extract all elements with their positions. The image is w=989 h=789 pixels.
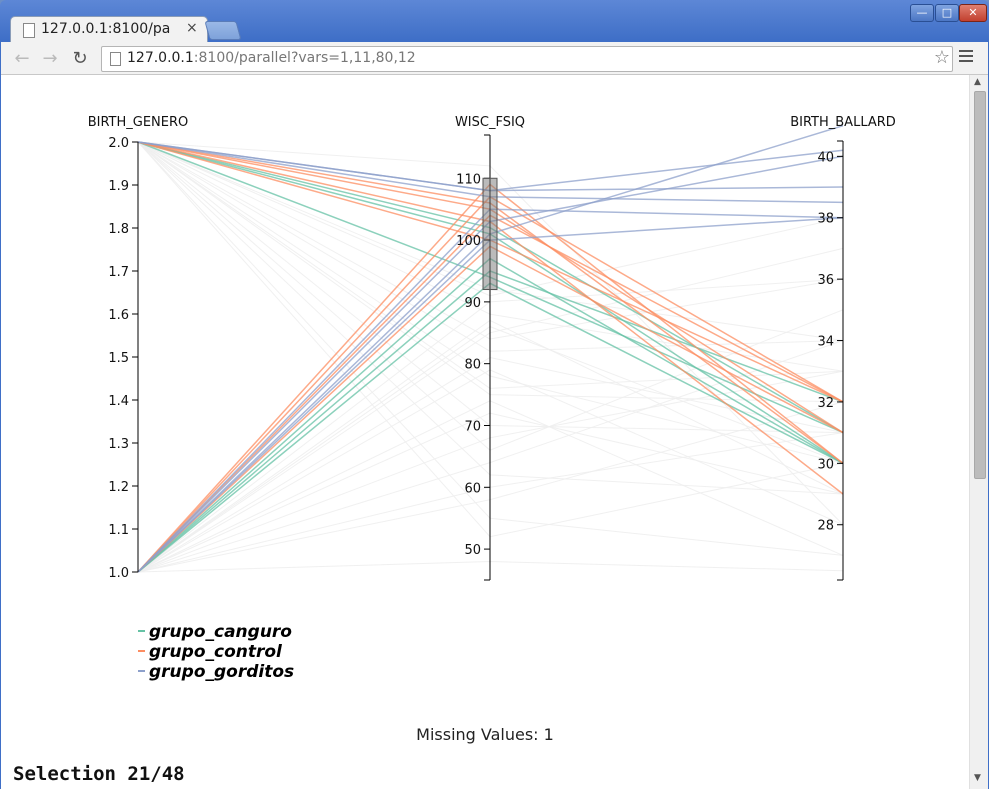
tick-label: 1.0 (108, 566, 129, 581)
tick-label: 80 (464, 358, 481, 373)
tick-label: 30 (817, 457, 834, 472)
browser-tab[interactable]: 127.0.0.1:8100/pa × (10, 16, 208, 43)
axis-birth-genero[interactable]: BIRTH_GENERO 2.0 1.9 1.8 1.7 1.6 1.5 1.4 1.3 1.2 1… (88, 115, 189, 581)
tick-label: 28 (817, 519, 834, 534)
back-arrow-icon[interactable]: ← (14, 48, 30, 69)
address-bar[interactable]: 127.0.0.1:8100/parallel?vars=1,11,80,12 … (101, 46, 953, 72)
legend-item: grupo_gorditos (138, 662, 294, 682)
parallel-coordinates-chart: BIRTH_GENERO 2.0 1.9 1.8 1.7 1.6 1.5 1.4 1.3 1.2 1… (88, 115, 896, 682)
tick-label: 40 (817, 150, 834, 165)
tick-label: 1.6 (108, 308, 129, 323)
menu-icon[interactable] (959, 50, 973, 65)
url-path: :8100/parallel?vars=1,11,80,12 (193, 50, 416, 66)
tick-label: 1.8 (108, 222, 129, 237)
tick-label: 36 (817, 273, 834, 288)
close-window-button[interactable]: ✕ (959, 4, 987, 22)
page-viewport: BIRTH_GENERO 2.0 1.9 1.8 1.7 1.6 1.5 1.4 1.3 1.2 1… (1, 75, 988, 789)
selection-count: Selection 21/48 (13, 763, 185, 785)
legend-label: grupo_control (149, 642, 283, 662)
tick-label: 60 (464, 481, 481, 496)
tick-label: 34 (817, 335, 834, 350)
axis-birth-ballard[interactable]: BIRTH_BALLARD 40 38 36 34 32 30 28 (790, 115, 896, 581)
tick-label: 2.0 (108, 136, 129, 151)
tick-label: 100 (456, 234, 481, 249)
axis-title: BIRTH_BALLARD (790, 115, 896, 130)
missing-values-text: Missing Values: 1 (416, 725, 554, 744)
tick-label: 1.5 (108, 351, 129, 366)
scrollbar-thumb[interactable] (974, 91, 986, 479)
tick-label: 1.4 (108, 394, 129, 409)
tick-label: 70 (464, 419, 481, 434)
legend-label: grupo_canguro (149, 622, 292, 642)
legend-label: grupo_gorditos (149, 662, 294, 682)
tab-close-icon[interactable]: × (186, 20, 198, 36)
maximize-button[interactable]: □ (935, 4, 959, 22)
page-icon (110, 52, 121, 66)
tick-label: 1.9 (108, 179, 129, 194)
tab-title: 127.0.0.1:8100/pa (41, 21, 171, 37)
axis-title: BIRTH_GENERO (88, 115, 189, 130)
tick-label: 50 (464, 543, 481, 558)
scroll-up-arrow-icon[interactable]: ▲ (974, 77, 981, 87)
page-icon (23, 23, 35, 38)
minimize-button[interactable]: — (910, 4, 934, 22)
tick-label: 110 (456, 172, 481, 187)
legend-item: grupo_control (138, 642, 283, 662)
tick-label: 32 (817, 396, 834, 411)
tick-label: 1.3 (108, 437, 129, 452)
tick-label: 1.1 (108, 523, 129, 538)
axis-title: WISC_FSIQ (455, 115, 525, 130)
legend-item: grupo_canguro (138, 622, 292, 642)
browser-toolbar: ← → ↻ 127.0.0.1:8100/parallel?vars=1,11,… (1, 42, 988, 75)
new-tab-button[interactable] (204, 21, 242, 40)
brush-selection[interactable] (482, 177, 498, 291)
tick-label: 1.7 (108, 265, 129, 280)
tick-label: 1.2 (108, 480, 129, 495)
url-host: 127.0.0.1 (127, 50, 194, 66)
bookmark-star-icon[interactable]: ☆ (933, 47, 950, 68)
tick-label: 38 (817, 212, 834, 227)
axis-wisc-fsiq[interactable]: WISC_FSIQ 110 100 90 80 70 60 50 (455, 115, 525, 581)
reload-icon[interactable]: ↻ (72, 48, 88, 69)
url-text[interactable]: 127.0.0.1:8100/parallel?vars=1,11,80,12 (127, 50, 416, 66)
scroll-down-arrow-icon[interactable]: ▼ (974, 773, 981, 783)
vertical-scrollbar[interactable]: ▲ ▼ (969, 75, 988, 789)
axes: BIRTH_GENERO 2.0 1.9 1.8 1.7 1.6 1.5 1.4 1.3 1.2 1… (88, 115, 896, 581)
tab-strip: 127.0.0.1:8100/pa × (0, 16, 989, 43)
forward-arrow-icon[interactable]: → (42, 48, 58, 69)
tick-label: 90 (464, 296, 481, 311)
